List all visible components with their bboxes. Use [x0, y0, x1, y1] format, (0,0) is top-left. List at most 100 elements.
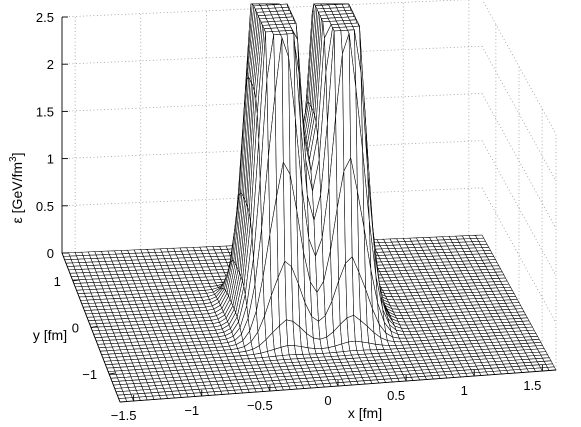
- surface-patch: [175, 251, 183, 255]
- surface-patch: [308, 238, 317, 293]
- surface-patch: [529, 333, 538, 337]
- surface-patch: [385, 242, 394, 246]
- surface-patch: [487, 319, 496, 324]
- surface-patch: [79, 279, 88, 284]
- surface-patch: [87, 265, 95, 269]
- surface-patch: [248, 358, 257, 362]
- surface-patch: [305, 107, 314, 149]
- surface-patch: [186, 325, 195, 329]
- surface-patch: [96, 306, 105, 310]
- surface-patch: [105, 295, 114, 299]
- surface-patch: [163, 319, 172, 324]
- surface-patch: [278, 362, 287, 367]
- surface-patch: [187, 345, 196, 349]
- surface-patch: [144, 289, 153, 294]
- surface-patch: [439, 255, 448, 259]
- surface-patch: [127, 331, 136, 336]
- surface-patch: [465, 279, 474, 284]
- surface-patch: [214, 360, 224, 365]
- surface-patch: [236, 196, 245, 270]
- surface-patch: [104, 274, 113, 279]
- surface-patch: [121, 284, 130, 288]
- surface-patch: [148, 316, 157, 321]
- surface-patch: [307, 195, 316, 257]
- surface-patch: [503, 350, 512, 355]
- surface-patch: [89, 255, 98, 259]
- surface-patch: [431, 346, 440, 350]
- surface-patch: [437, 252, 446, 256]
- surface-patch: [194, 361, 203, 366]
- surface-patch: [166, 377, 175, 382]
- surface-patch: [447, 271, 456, 275]
- surface-patch: [198, 273, 207, 278]
- surface-patch: [405, 351, 414, 355]
- surface-patch: [428, 300, 438, 305]
- surface-patch: [215, 282, 224, 286]
- surface-patch: [340, 317, 349, 344]
- surface-patch: [110, 377, 119, 382]
- surface-patch: [228, 340, 237, 347]
- surface-patch: [172, 291, 181, 296]
- surface-patch: [163, 255, 172, 259]
- surface-patch: [201, 266, 210, 271]
- surface-patch: [414, 260, 423, 264]
- surface-patch: [224, 366, 233, 371]
- surface-patch: [223, 255, 232, 260]
- surface-patch: [464, 251, 473, 255]
- surface-patch: [164, 258, 173, 262]
- surface-patch: [193, 358, 202, 363]
- surface-patch: [515, 334, 524, 338]
- surface-patch: [137, 358, 146, 363]
- surface-patch: [348, 16, 357, 21]
- surface-patch: [211, 287, 220, 292]
- surface-patch: [509, 296, 518, 300]
- surface-patch: [127, 366, 136, 371]
- surface-patch: [361, 73, 370, 222]
- surface-patch: [120, 263, 128, 268]
- surface-patch: [399, 296, 408, 300]
- surface-patch: [477, 288, 486, 293]
- surface-patch: [461, 350, 470, 355]
- surface-patch: [390, 361, 399, 366]
- surface-patch: [214, 279, 223, 283]
- surface-patch: [269, 24, 278, 29]
- surface-patch: [338, 10, 347, 15]
- surface-patch: [417, 360, 426, 364]
- surface-patch: [182, 366, 191, 370]
- surface-patch: [183, 271, 192, 275]
- surface-patch: [178, 339, 187, 343]
- surface-patch: [75, 286, 84, 291]
- surface-patch: [439, 335, 449, 340]
- surface-patch: [212, 302, 221, 310]
- surface-patch: [73, 283, 82, 287]
- surface-patch: [427, 284, 436, 289]
- surface-patch: [81, 269, 90, 273]
- surface-patch: [281, 20, 290, 25]
- surface-patch: [474, 269, 483, 274]
- surface-patch: [425, 307, 434, 312]
- surface-patch: [264, 295, 273, 340]
- surface-patch: [96, 323, 105, 328]
- surface-patch: [385, 296, 394, 300]
- surface-patch: [108, 284, 117, 289]
- surface-patch: [204, 273, 213, 277]
- surface-patch: [209, 253, 218, 257]
- surface-patch: [431, 252, 440, 257]
- surface-patch: [116, 305, 125, 309]
- surface-patch: [115, 253, 124, 258]
- surface-patch: [207, 279, 216, 284]
- surface-patch: [229, 362, 238, 367]
- surface-patch: [429, 275, 438, 279]
- surface-patch: [451, 318, 461, 323]
- surface-patch: [401, 328, 410, 332]
- surface-patch: [480, 346, 489, 350]
- surface-patch: [434, 352, 443, 356]
- surface-patch: [157, 289, 166, 293]
- surface-patch: [146, 361, 155, 366]
- surface-patch: [407, 341, 416, 345]
- surface-patch: [178, 373, 187, 377]
- surface-patch: [492, 278, 501, 282]
- surface-patch: [390, 348, 399, 353]
- surface-patch: [244, 82, 253, 204]
